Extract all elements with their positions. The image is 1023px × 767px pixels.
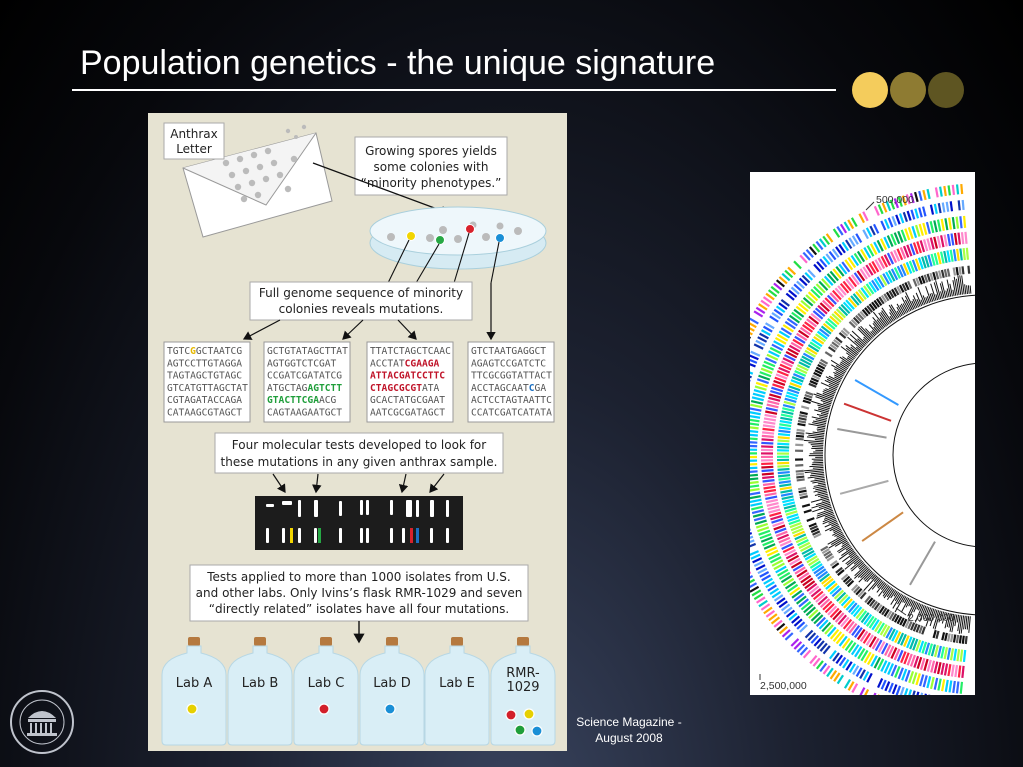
sequence-line: TGTCGGCTAATCG [167,346,242,357]
sequence-line: AGTGGTCTCGAT [267,358,337,369]
lab-bottle: Lab A [161,637,227,746]
sequence-line: CTAGCGCGTATA [370,383,440,394]
sequence-line: AGTCCTTGTAGGA [167,358,242,369]
sequence-line: TAGTAGCTGTAGC [167,371,242,382]
sequence-line: GCTGTATAGCTTAT [267,346,348,357]
petri-dish-icon [369,206,547,270]
lab-bottle: Lab B [227,637,293,746]
sequence-line: ACCTATCGAAGA [370,358,440,369]
isolate-dot [523,708,535,720]
sequence-boxes: TGTCGGCTAATCGAGTCCTTGTAGGATAGTAGCTGTAGCG… [163,341,555,423]
lab-bottle: Lab E [424,637,490,746]
lab-bottle-label: RMR- [506,666,540,681]
dot-2 [890,72,926,108]
sequence-line: CGTAGATACCAGA [167,395,242,406]
callout-genome [249,281,473,321]
sequence-line: GTACTTCGAACG [267,395,337,406]
sequence-line: GTCTAATGAGGCT [471,346,546,357]
callout-spores-line: Growing spores yields [365,144,497,158]
callout-tests [214,432,504,474]
dot-1 [852,72,888,108]
sequence-line: TTCGCGGTATTACT [471,371,552,382]
sequence-box [467,341,555,423]
sequence-line: ACCTAGCAATCGA [471,383,546,394]
callout-isolates-line: “directly related” isolates have all fou… [209,602,509,616]
title-rule [72,89,836,91]
sequence-line: CAGTAAGAATGCT [267,408,342,419]
sequence-line: AATCGCGATAGCT [370,408,445,419]
callout-isolates-line: and other labs. Only Ivins’s flask RMR-1… [196,586,523,600]
isolate-dot [531,725,543,737]
envelope-label-2: Letter [176,142,212,156]
envelope-label-1: Anthrax [170,127,218,141]
university-seal-icon [10,690,74,754]
isolate-dot [318,703,330,715]
image-credit: Science Magazine - August 2008 [566,714,692,746]
lab-bottle-label: 1029 [506,680,539,695]
gel-electrophoresis-icon [255,496,463,550]
credit-line-1: Science Magazine - [576,715,682,729]
credit-line-2: August 2008 [595,731,663,745]
callout-spores-line: some colonies with [374,160,489,174]
sequence-line: ACTCCTAGTAATTC [471,395,552,406]
genome-label-500000: 500,000 [876,194,914,206]
lab-bottle-label: Lab B [242,676,279,691]
genome-map-svg: 500,000 2,000,000 2,500,000 [750,183,975,695]
isolate-dot [514,724,526,736]
anthrax-diagram: Anthrax Letter Growing spores yields som… [148,113,567,751]
callout-isolates [189,564,529,622]
sequence-line: ATTACGATCCTTC [370,371,445,382]
lab-bottle: Lab C [293,637,359,746]
sequence-line: TTATCTAGCTCAAC [370,346,451,357]
callout-spores [354,136,508,196]
lab-bottle: Lab D [359,637,425,746]
sequence-line: AGAGTCCGATCTC [471,358,546,369]
sequence-line: CCATCGATCATATA [471,408,552,419]
lab-bottle: RMR-1029 [490,637,556,746]
lab-bottle-label: Lab C [308,676,345,691]
genome-label-2500000: 2,500,000 [760,680,807,692]
sequence-box [263,341,351,423]
sequence-line: GCACTATGCGAAT [370,395,445,406]
sequence-box [366,341,454,423]
isolate-dot [186,703,198,715]
callout-genome-line: colonies reveals mutations. [279,302,444,316]
genome-label-2000000: 2,000,000 [908,612,955,624]
lab-bottles: Lab A Lab B Lab C Lab D Lab E RMR-1029 [161,637,556,746]
anthrax-diagram-svg: Anthrax Letter Growing spores yields som… [161,122,556,746]
callout-isolates-line: Tests applied to more than 1000 isolates… [206,570,511,584]
dot-3 [928,72,964,108]
sequence-box [163,341,251,423]
sequence-line: ATGCTAGAGTCTT [267,383,342,394]
sequence-line: GTCATGTTAGCTAT [167,383,248,394]
envelope-label-box [163,122,225,160]
callout-spores-line: “minority phenotypes.” [361,176,502,190]
callout-tests-line: these mutations in any given anthrax sam… [221,455,498,469]
sequence-line: CCGATCGATATCG [267,371,342,382]
isolate-dot [505,709,517,721]
isolate-dot [384,703,396,715]
slide-title: Population genetics - the unique signatu… [80,44,716,82]
lab-bottle-label: Lab D [373,676,411,691]
callout-genome-line: Full genome sequence of minority [259,286,463,300]
genome-map: 500,000 2,000,000 2,500,000 [750,172,975,695]
sequence-line: CATAAGCGTAGCT [167,408,242,419]
genome-rings [750,183,975,695]
lab-bottle-label: Lab A [176,676,213,691]
callout-tests-line: Four molecular tests developed to look f… [232,438,486,452]
lab-bottle-label: Lab E [439,676,475,691]
